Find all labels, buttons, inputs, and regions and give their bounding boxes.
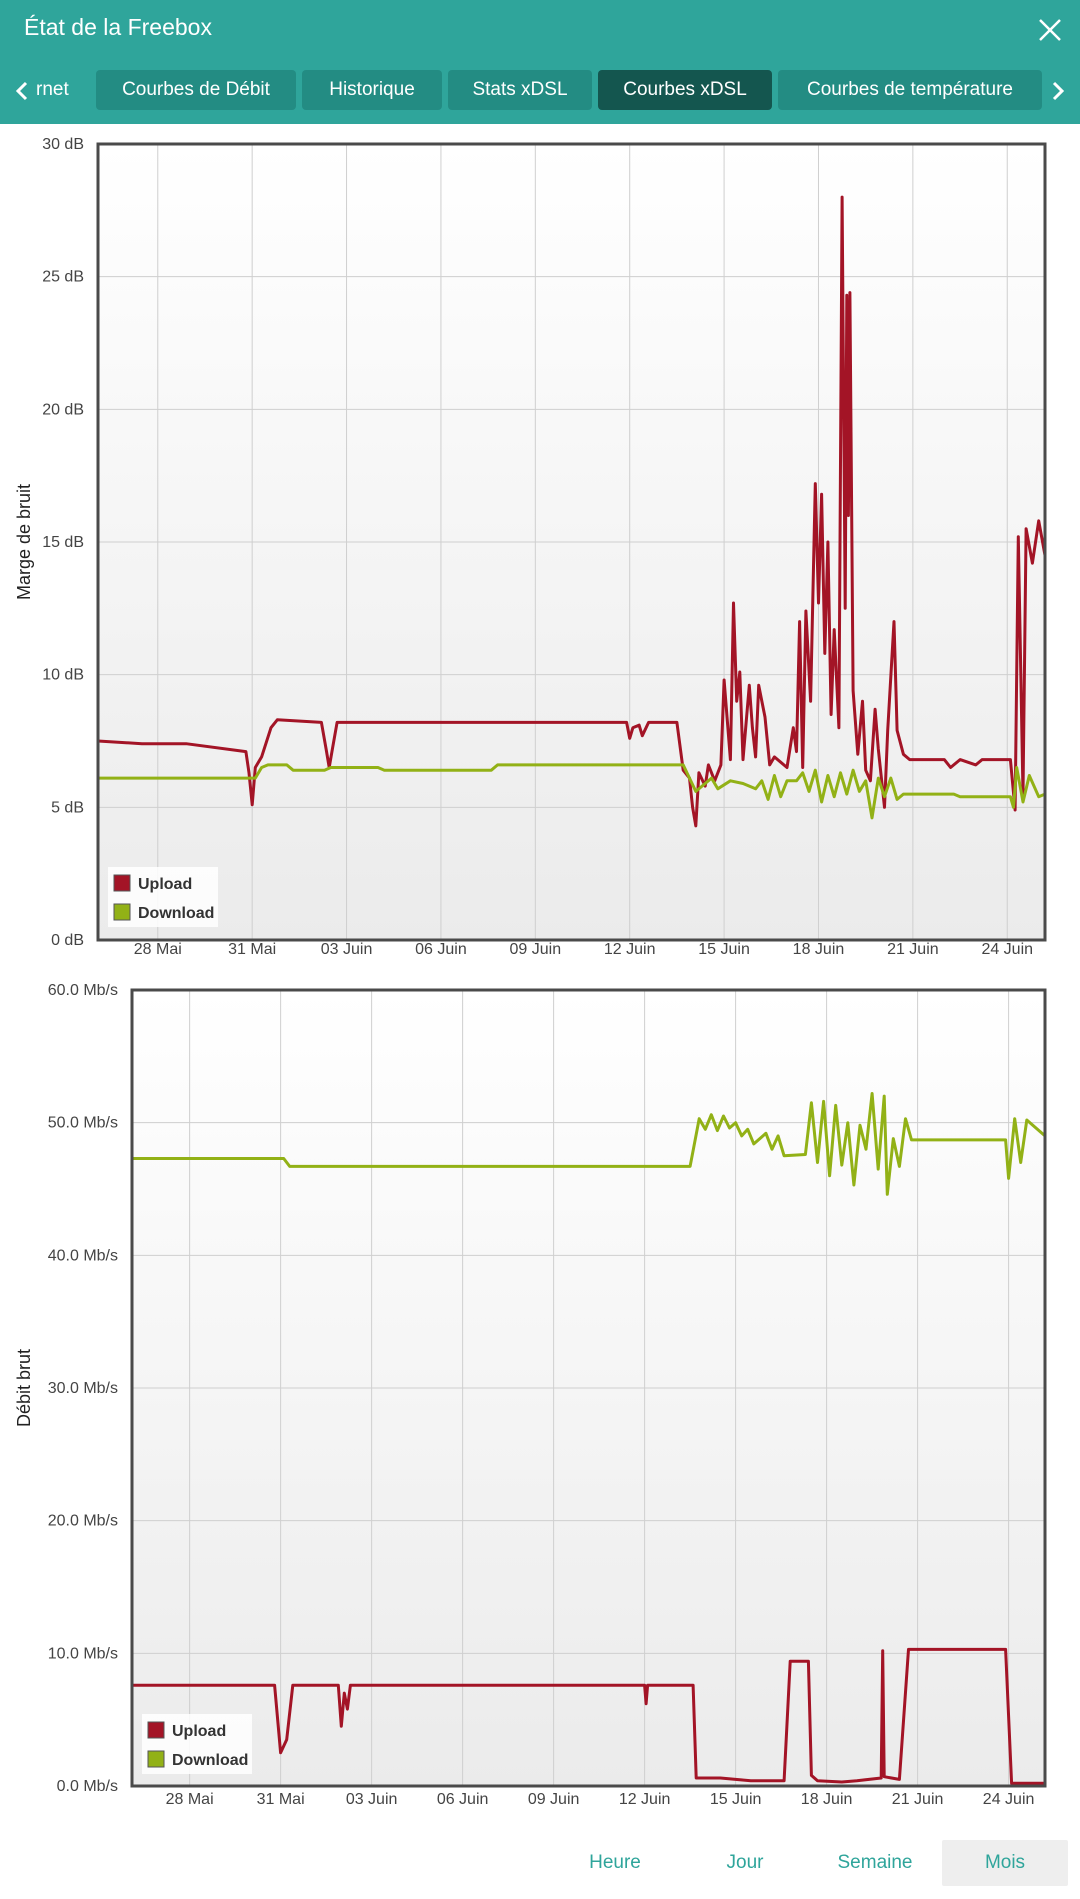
x-tick-label: 31 Mai <box>257 1791 305 1808</box>
x-tick-label: 18 Juin <box>793 941 845 958</box>
x-tick-label: 12 Juin <box>604 941 656 958</box>
y-tick-label: 5 dB <box>51 799 84 816</box>
plot-border <box>130 988 1047 1788</box>
tab-scroll-left-button[interactable] <box>4 68 40 114</box>
legend-label-download: Download <box>138 905 214 922</box>
tab-courbes-debit[interactable]: Courbes de Débit <box>96 70 296 110</box>
period-mois-button[interactable]: Mois <box>942 1840 1068 1886</box>
y-tick-label: 60.0 Mb/s <box>48 984 118 999</box>
raw-rate-chart: 0.0 Mb/s 10.0 Mb/s 20.0 Mb/s 30.0 Mb/s 40.0 … <box>0 984 1080 1834</box>
y-tick-label: 10 dB <box>42 667 84 684</box>
period-selector: Heure Jour Semaine Mois <box>0 1840 1080 1892</box>
app-header: État de la Freebox rnet Courbes de Débit… <box>0 0 1080 124</box>
x-tick-label: 03 Juin <box>321 941 373 958</box>
legend-swatch-upload <box>113 874 131 892</box>
period-heure-button[interactable]: Heure <box>589 1852 641 1873</box>
chevron-left-icon <box>15 81 28 101</box>
y-tick-label: 10.0 Mb/s <box>48 1645 118 1662</box>
x-tick-label: 24 Juin <box>983 1791 1035 1808</box>
x-tick-label: 06 Juin <box>415 941 467 958</box>
y-tick-label: 25 dB <box>42 269 84 286</box>
noise-margin-chart: 0 dB 5 dB 10 dB 15 dB 20 dB 25 dB 30 dB 28 Mai 3… <box>0 124 1080 984</box>
series-line-download <box>98 763 1046 820</box>
noise-margin-chart-svg: 0 dB 5 dB 10 dB 15 dB 20 dB 25 dB 30 dB 28 Mai 3… <box>14 136 1047 958</box>
y-tick-label: 30 dB <box>42 136 84 153</box>
close-button[interactable] <box>1032 12 1068 48</box>
y-tick-label: 50.0 Mb/s <box>48 1115 118 1132</box>
chevron-right-icon <box>1052 81 1065 101</box>
plot-border <box>96 142 1047 942</box>
tab-stats-xdsl[interactable]: Stats xDSL <box>448 70 592 110</box>
period-semaine-button[interactable]: Semaine <box>837 1852 913 1873</box>
tab-courbes-xdsl[interactable]: Courbes xDSL <box>598 70 772 110</box>
y-tick-label: 40.0 Mb/s <box>48 1247 118 1264</box>
x-tick-label: 18 Juin <box>801 1791 853 1808</box>
y-tick-label: 20.0 Mb/s <box>48 1513 118 1530</box>
y-tick-label: 30.0 Mb/s <box>48 1380 118 1397</box>
y-tick-label: 0 dB <box>51 932 84 949</box>
tab-scroll-right-button[interactable] <box>1040 68 1076 114</box>
tab-historique[interactable]: Historique <box>302 70 442 110</box>
close-icon <box>1039 19 1061 41</box>
legend-label-upload: Upload <box>138 876 192 893</box>
legend-swatch-download <box>113 903 131 921</box>
x-tick-label: 12 Juin <box>619 1791 671 1808</box>
x-tick-label: 15 Juin <box>698 941 750 958</box>
series-line-upload <box>132 1647 1045 1785</box>
x-tick-label: 15 Juin <box>710 1791 762 1808</box>
tab-courbes-temperature[interactable]: Courbes de température <box>778 70 1042 110</box>
legend-swatch-upload <box>147 1721 165 1739</box>
y-tick-label: 20 dB <box>42 401 84 418</box>
window-title: État de la Freebox <box>24 14 212 40</box>
series-line-download <box>132 1092 1046 1196</box>
x-tick-label: 21 Juin <box>887 941 939 958</box>
y-tick-label: 0.0 Mb/s <box>57 1778 118 1795</box>
series-line-upload <box>97 195 1047 828</box>
x-tick-label: 06 Juin <box>437 1791 489 1808</box>
x-tick-label: 24 Juin <box>981 941 1033 958</box>
legend-label-download: Download <box>172 1752 248 1769</box>
y-tick-label: 15 dB <box>42 534 84 551</box>
x-tick-label: 09 Juin <box>510 941 562 958</box>
y-axis-title: Marge de bruit <box>14 484 34 600</box>
x-tick-label: 28 Mai <box>134 941 182 958</box>
x-tick-label: 21 Juin <box>892 1791 944 1808</box>
legend-swatch-download <box>147 1750 165 1768</box>
x-tick-label: 03 Juin <box>346 1791 398 1808</box>
x-tick-label: 28 Mai <box>166 1791 214 1808</box>
legend-label-upload: Upload <box>172 1723 226 1740</box>
tab-partial[interactable]: rnet <box>36 79 69 100</box>
raw-rate-chart-svg: 0.0 Mb/s 10.0 Mb/s 20.0 Mb/s 30.0 Mb/s 40.0 … <box>14 984 1047 1808</box>
tab-bar: rnet Courbes de Débit Historique Stats x… <box>0 68 1080 114</box>
x-tick-label: 31 Mai <box>228 941 276 958</box>
x-tick-label: 09 Juin <box>528 1791 580 1808</box>
y-axis-title: Débit brut <box>14 1349 34 1427</box>
period-jour-button[interactable]: Jour <box>726 1852 764 1873</box>
